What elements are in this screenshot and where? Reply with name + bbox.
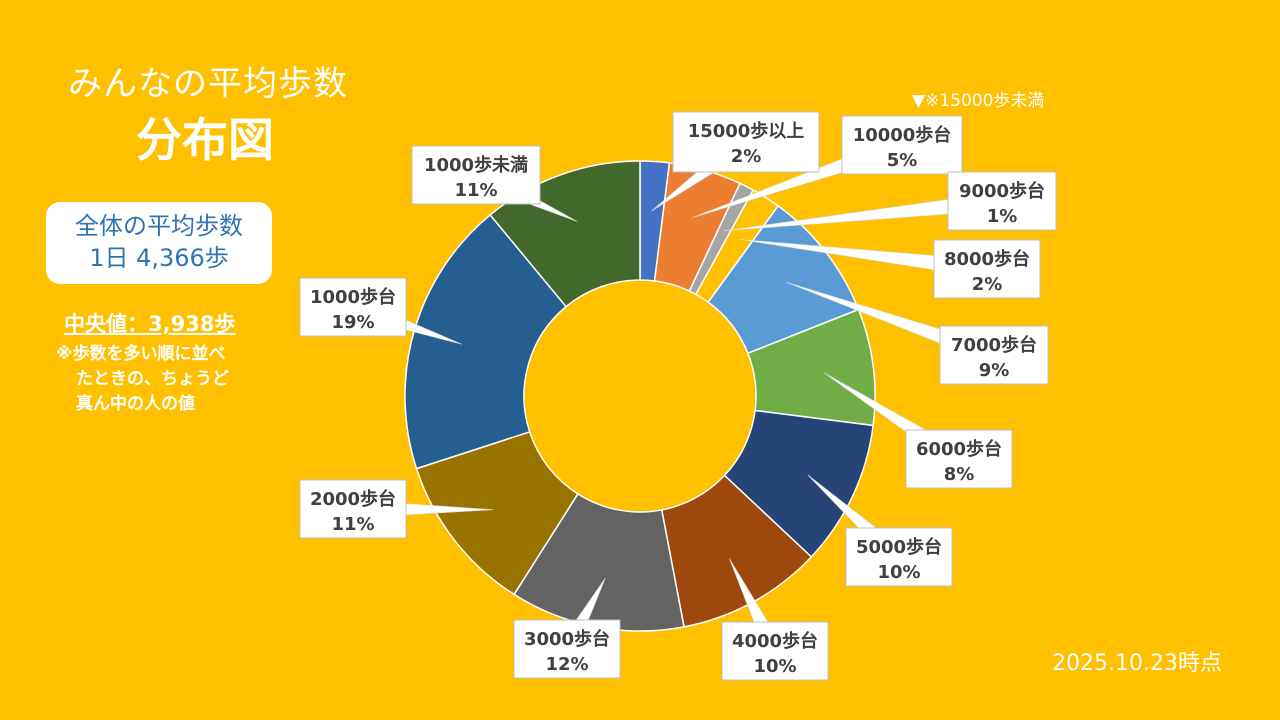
median-note-line2: たときの、ちょうど [76,369,229,389]
data-label-box-9 [299,479,407,539]
donut-slice-10 [404,213,568,470]
data-label-3: 8000歩台 2% [933,239,1041,299]
data-label-pct-3: 2% [972,274,1003,295]
data-label-pct-5: 8% [944,464,975,485]
data-label-name-5: 6000歩台 [916,438,1002,460]
footnote: ▼※15000歩未満 [912,91,1045,111]
data-label-box-11 [411,145,541,205]
data-label-name-2: 9000歩台 [959,180,1045,202]
median-value: 中央値：3,938歩 [64,312,236,336]
data-label-name-6: 5000歩台 [856,536,942,558]
data-label-name-1: 10000歩台 [853,124,952,146]
data-label-6: 5000歩台 10% [845,527,953,587]
data-label-pct-4: 9% [979,360,1010,381]
data-label-pct-6: 10% [877,562,920,583]
data-label-pct-11: 11% [454,180,497,201]
data-label-2: 9000歩台 1% [947,171,1057,231]
data-label-4: 7000歩台 9% [939,325,1049,385]
data-label-8: 3000歩台 12% [513,619,621,679]
data-label-0: 15000歩以上 2% [672,111,820,173]
median-note: ※歩数を多い順に並べ たときの、ちょうど 真ん中の人の値 [56,342,286,417]
data-label-pct-10: 19% [331,312,374,333]
data-label-11: 1000歩未満 11% [411,145,541,205]
data-label-box-6 [845,527,953,587]
data-label-9: 2000歩台 11% [299,479,407,539]
title-line1: みんなの平均歩数 [68,64,348,104]
data-label-name-4: 7000歩台 [951,334,1037,356]
data-label-box-1 [841,115,963,175]
data-label-name-3: 8000歩台 [944,248,1030,270]
data-labels: 15000歩以上 2% 10000歩台 5% 9000歩台 1% 8000歩台 2% 7000歩… [299,111,1057,681]
data-label-box-0 [672,111,820,173]
data-label-name-7: 4000歩台 [732,630,818,652]
average-box-label: 全体の平均歩数 [75,212,243,240]
data-label-name-9: 2000歩台 [310,488,396,510]
data-label-name-8: 3000歩台 [524,628,610,650]
data-label-pct-8: 12% [545,654,588,675]
data-label-7: 4000歩台 10% [721,621,829,681]
data-label-name-11: 1000歩未満 [424,154,528,176]
date-stamp: 2025.10.23時点 [1052,651,1222,676]
donut-slices [404,160,876,632]
data-label-10: 1000歩台 19% [299,277,407,337]
data-label-pct-2: 1% [987,206,1018,227]
data-label-box-8 [513,619,621,679]
data-label-box-4 [939,325,1049,385]
average-box: 全体の平均歩数 1日 4,366歩 [46,202,272,284]
data-label-5: 6000歩台 8% [905,429,1013,489]
median-note-line3: 真ん中の人の値 [76,394,195,414]
average-box-value: 1日 4,366歩 [89,244,229,272]
data-label-name-10: 1000歩台 [310,286,396,308]
page-title: 分布図 [136,113,274,167]
data-label-box-10 [299,277,407,337]
data-label-box-2 [947,171,1057,231]
data-label-pct-9: 11% [331,514,374,535]
data-label-name-0: 15000歩以上 [688,121,805,142]
median-note-line1: ※歩数を多い順に並べ [56,344,226,364]
data-label-1: 10000歩台 5% [841,115,963,175]
data-label-pct-7: 10% [753,656,796,677]
data-label-box-7 [721,621,829,681]
data-label-box-3 [933,239,1041,299]
data-label-box-5 [905,429,1013,489]
data-label-pct-1: 5% [887,150,918,171]
data-label-pct-0: 2% [731,146,762,167]
